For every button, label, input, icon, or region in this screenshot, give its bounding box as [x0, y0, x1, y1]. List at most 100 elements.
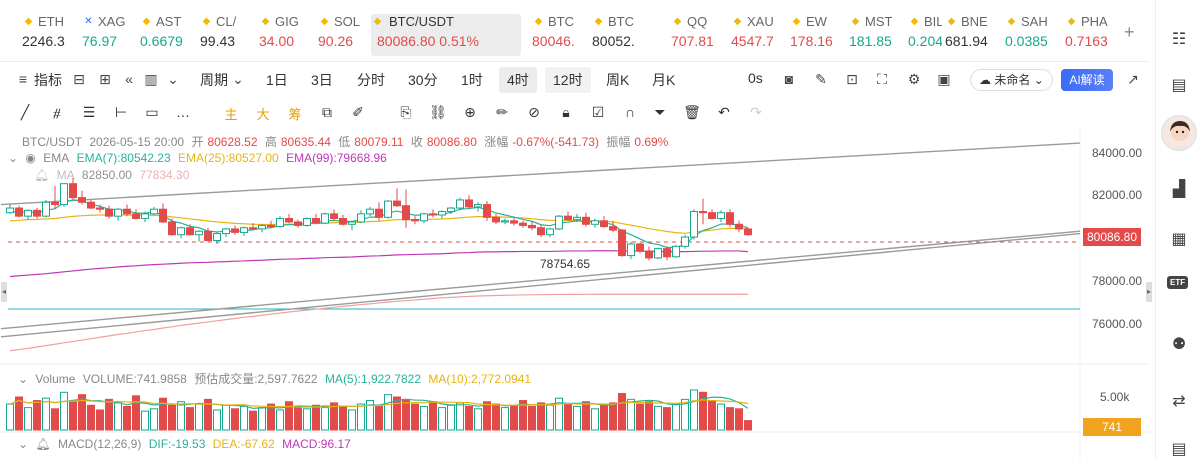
left-collapse-handle[interactable]: ◂ [1, 282, 7, 302]
ticker-item[interactable]: ◆ SOL 90.26 [318, 14, 366, 58]
ticker-item[interactable]: ◆ XAU 4547.7 [731, 14, 783, 58]
interval-7[interactable]: 周K [606, 72, 630, 88]
cloud-icon: ☁ [979, 73, 991, 87]
ticker-item[interactable]: ◆ GIG 34.00 [259, 14, 311, 58]
ticker-item[interactable]: ◆ PHA 0.7163 [1065, 14, 1117, 58]
trash-icon[interactable]: 🗑︎ [683, 104, 701, 120]
copy-icon[interactable]: ⎘ [400, 104, 412, 120]
bar-chart-icon[interactable]: ▟ [1172, 181, 1186, 198]
volume-bar [618, 392, 626, 431]
grid-view-icon[interactable]: ⊞ [99, 71, 111, 87]
right-collapse-handle[interactable]: ▸ [1146, 282, 1152, 302]
ticker-item[interactable]: ◆ ETH 2246.3 [22, 14, 72, 58]
ticker-item[interactable]: ◆BILI 0.2045 [908, 14, 942, 58]
interval-6[interactable]: 12时 [545, 67, 591, 93]
pen-icon[interactable]: ✎ [815, 71, 827, 87]
indicator-icon[interactable]: ≡ [18, 71, 28, 87]
filter-icon[interactable]: ⏷ [654, 104, 666, 120]
candle-body [195, 230, 203, 236]
interval-2[interactable]: 分时 [357, 72, 385, 88]
interval-1[interactable]: 3日 [311, 72, 333, 88]
expand-icon[interactable]: ⌄ [18, 372, 29, 386]
ticker-item[interactable]: ◆ BTC/USDT 80086.80 0.51% [371, 14, 521, 56]
horizontal-lines-icon[interactable]: ☰ [82, 104, 96, 120]
period-dropdown[interactable]: 周期 [200, 72, 228, 88]
volume-label[interactable]: Volume [35, 372, 76, 386]
bot-icon[interactable]: ⚉ [1171, 336, 1187, 353]
layout-icon[interactable]: ▥ [144, 71, 158, 87]
ticker-item[interactable]: ◆ AST 0.6679 [140, 14, 194, 58]
notes-icon[interactable]: ▤ [1171, 441, 1187, 458]
hide-icon[interactable]: ⊘ [528, 104, 540, 120]
analysis-icon[interactable]: ▦ [1171, 231, 1187, 248]
parallel-lines-icon[interactable]: ⧣ [53, 104, 61, 120]
link-icon[interactable]: ⛓ [429, 104, 447, 120]
chevron-down-icon[interactable]: ⌄ [232, 71, 244, 87]
chip-button[interactable]: 筹 [288, 107, 302, 122]
volume-value: VOLUME:741.9858 [82, 372, 187, 386]
interval-0[interactable]: 1日 [266, 72, 288, 88]
lock-icon[interactable]: 🔒︎ [562, 104, 570, 120]
brush-icon[interactable]: ✐ [352, 104, 364, 120]
ma-label[interactable]: MA [56, 168, 75, 182]
camera-icon[interactable]: ◙ [784, 71, 794, 87]
ticker-item[interactable]: ◆ EW 178.16 [790, 14, 842, 58]
expand-icon[interactable]: ⌄ [8, 151, 19, 165]
ticker-item[interactable]: ◆ QQ 707.81 [671, 14, 723, 58]
bell-icon[interactable]: 🔔︎ [34, 168, 50, 182]
share-icon[interactable]: ↗ [1127, 71, 1139, 87]
main-force-button[interactable]: 主 [224, 107, 238, 122]
bell-icon[interactable]: 🔔︎ [35, 437, 51, 451]
orderbook-icon[interactable]: ☷ [1171, 31, 1187, 48]
trend-line-icon[interactable]: ╱ [20, 104, 30, 120]
add-ticker-icon[interactable]: + [1124, 22, 1135, 42]
chart-area[interactable]: BTC/USDT 2026-05-15 20:00 开 80628.52 高 806… [0, 128, 1152, 460]
chevron-down-icon[interactable]: ⌄ [167, 71, 179, 87]
settings-icon[interactable]: ⚙ [907, 71, 921, 87]
document-icon[interactable]: ▤ [1171, 77, 1187, 94]
interval-3[interactable]: 30分 [408, 72, 438, 88]
volume-bar [573, 405, 581, 431]
layout-name-dropdown[interactable]: ☁ 未命名 ⌄ [970, 69, 1053, 91]
expand-icon[interactable]: ⌄ [18, 437, 29, 451]
refresh-seconds[interactable]: 0s [748, 70, 763, 86]
magnet-icon[interactable]: ∩ [624, 104, 636, 120]
checklist-icon[interactable]: ☑ [591, 104, 605, 120]
ticker-item[interactable]: ◆ SAH 0.0385 [1005, 14, 1057, 58]
chart-tool-icon[interactable]: ⧉ [322, 104, 332, 120]
save-icon[interactable]: ▣ [937, 71, 951, 87]
macd-label[interactable]: MACD(12,26,9) [57, 437, 142, 451]
more-icon[interactable]: … [176, 104, 190, 120]
volume-bar [609, 402, 617, 431]
undo-icon[interactable]: ↶ [718, 104, 730, 120]
zoom-icon[interactable]: ⊕ [464, 104, 476, 120]
marker-icon[interactable]: ✏ [496, 104, 508, 120]
channel-line [0, 142, 1081, 206]
interval-8[interactable]: 月K [652, 72, 676, 88]
ticker-item[interactable]: ◆ MST 181.85 [849, 14, 901, 58]
fullscreen-icon[interactable]: ⛶ [877, 71, 887, 87]
eye-icon[interactable]: ◉ [25, 151, 36, 165]
rewind-icon[interactable]: « [125, 71, 133, 87]
indicators-button[interactable]: 指标 [34, 72, 62, 88]
ticker-item[interactable]: ◆ CL/99.43 [200, 14, 252, 58]
ai-analysis-button[interactable]: AI解读 [1061, 69, 1113, 91]
horizontal-ray-icon[interactable]: ⊢ [114, 104, 128, 120]
big-order-button[interactable]: 大 [256, 107, 270, 122]
rectangle-icon[interactable]: ▭ [145, 104, 159, 120]
add-window-icon[interactable]: ⊡ [846, 71, 858, 87]
interval-5[interactable]: 4时 [499, 67, 537, 93]
avatar[interactable] [1161, 115, 1197, 151]
ticker-item[interactable]: ◆ BTC 80046. [532, 14, 584, 58]
swap-icon[interactable]: ⇄ [1172, 393, 1186, 410]
candlestick-chart[interactable] [0, 128, 1150, 460]
ticker-item[interactable]: ◆ BTC 80052. [592, 14, 644, 58]
ticker-item[interactable]: ◆ BNE 681.94 [945, 14, 997, 58]
volume-bar [105, 398, 113, 431]
etf-icon[interactable]: ETF [1167, 276, 1189, 289]
interval-4[interactable]: 1时 [461, 72, 483, 88]
redo-icon[interactable]: ↷ [750, 104, 762, 120]
split-view-icon[interactable]: ⊟ [73, 71, 85, 87]
ticker-item[interactable]: ✕ XAG 76.97 [82, 14, 134, 58]
ema-label[interactable]: EMA [43, 151, 70, 165]
